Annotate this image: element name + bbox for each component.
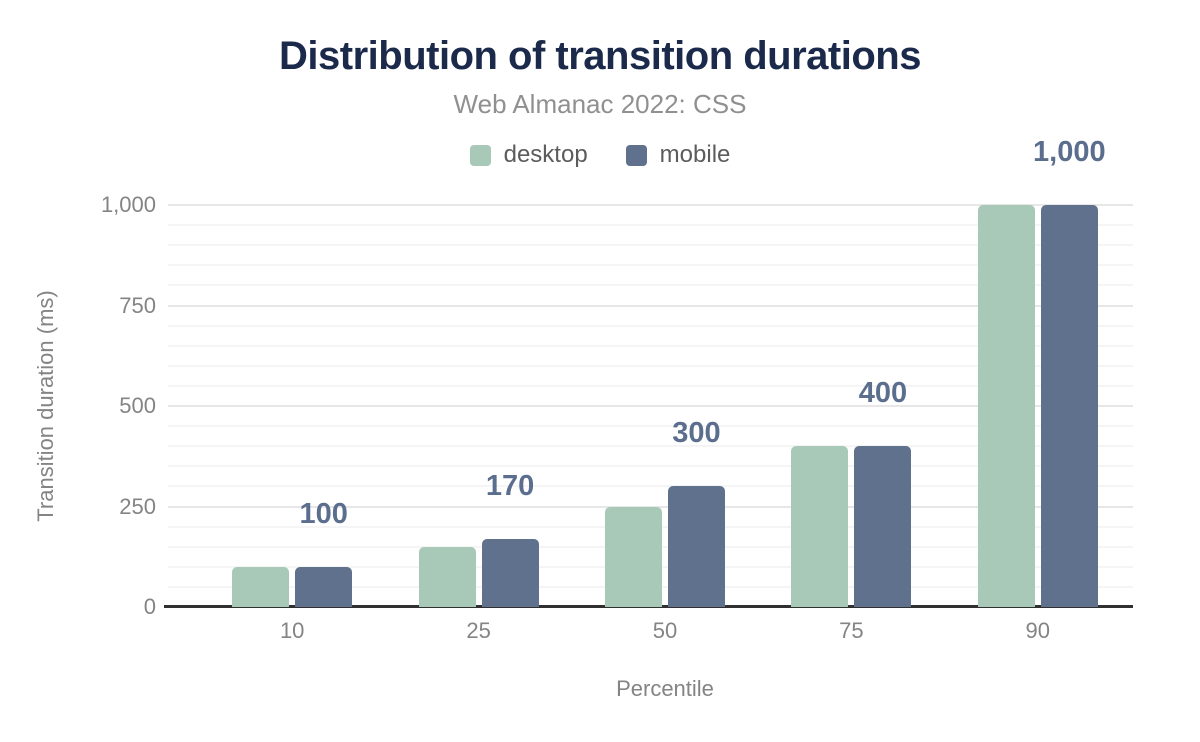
legend: desktop mobile	[0, 141, 1200, 169]
y-tick-500: 500	[119, 393, 156, 418]
minor-gridline-450	[168, 425, 1133, 428]
chart-subtitle: Web Almanac 2022: CSS	[453, 89, 747, 119]
value-label-p25: 170	[485, 469, 535, 502]
bar-mobile-p75	[854, 446, 912, 607]
y-tick-0: 0	[143, 594, 156, 619]
value-label-p90: 1,000	[1033, 136, 1106, 168]
major-gridline-750	[168, 304, 1133, 307]
bar-mobile-p10	[295, 566, 353, 607]
bar-desktop-p90	[977, 205, 1035, 607]
legend-item-mobile: mobile	[625, 141, 731, 169]
bar-desktop-p75	[791, 446, 849, 607]
legend-label-desktop: desktop	[503, 141, 588, 168]
bar-mobile-p90	[1040, 205, 1098, 607]
minor-gridline-600	[168, 364, 1133, 367]
minor-gridline-300	[168, 485, 1133, 488]
x-tick-75: 75	[839, 618, 864, 643]
mobile-swatch-icon	[625, 144, 647, 166]
major-gridline-1000	[168, 204, 1133, 206]
desktop-swatch-icon	[469, 144, 491, 166]
bar-mobile-p50	[668, 486, 725, 607]
value-label-p10: 100	[299, 497, 348, 530]
x-tick-90: 90	[1025, 618, 1051, 643]
y-tick-750: 750	[119, 292, 156, 318]
x-tick-10: 10	[279, 618, 305, 643]
minor-gridline-350	[168, 465, 1133, 468]
plot-area: 100 170 300 400 1,000	[164, 138, 1133, 608]
x-tick-50: 50	[652, 618, 678, 643]
chart-title: Distribution of transition durations	[279, 34, 921, 78]
bar-desktop-p25	[418, 546, 476, 607]
legend-label-mobile: mobile	[659, 141, 731, 168]
bar-desktop-p50	[605, 506, 662, 607]
value-label-p50: 300	[672, 417, 721, 450]
y-tick-250: 250	[119, 493, 156, 519]
minor-gridline-400	[168, 445, 1133, 448]
x-axis-title: Percentile	[616, 676, 714, 701]
value-label-p75: 400	[858, 377, 908, 410]
minor-gridline-800	[168, 284, 1133, 287]
major-gridline-500	[168, 405, 1133, 407]
minor-gridline-700	[168, 324, 1133, 327]
minor-gridline-950	[168, 224, 1133, 227]
y-tick-1,000: 1,000	[100, 192, 156, 217]
minor-gridline-850	[168, 264, 1133, 267]
x-tick-25: 25	[466, 618, 491, 643]
minor-gridline-900	[168, 244, 1133, 247]
bar-mobile-p25	[481, 538, 539, 607]
minor-gridline-550	[168, 384, 1133, 387]
bar-desktop-p10	[232, 566, 290, 607]
legend-item-desktop: desktop	[469, 141, 588, 169]
minor-gridline-650	[168, 344, 1133, 347]
